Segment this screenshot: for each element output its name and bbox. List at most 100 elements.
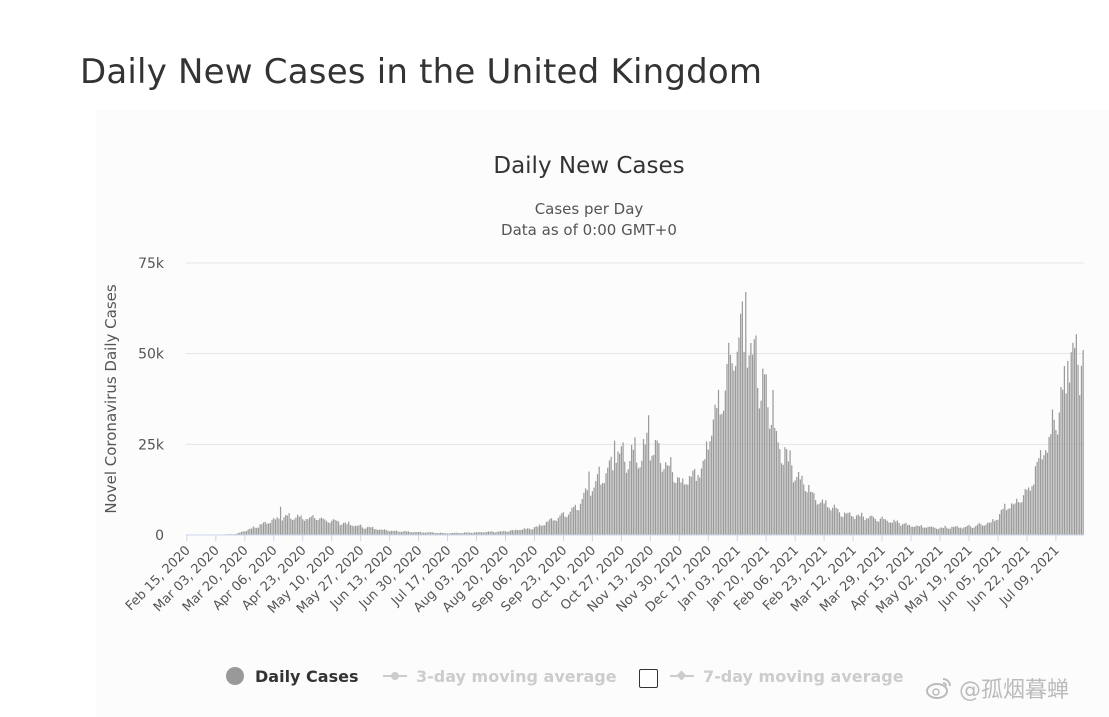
bar[interactable]	[463, 532, 466, 535]
bar[interactable]	[297, 514, 299, 535]
bar[interactable]	[901, 524, 904, 535]
bar[interactable]	[428, 532, 430, 535]
bar[interactable]	[722, 410, 725, 535]
bar[interactable]	[964, 526, 967, 535]
bar[interactable]	[750, 343, 752, 535]
bar[interactable]	[262, 522, 265, 535]
bar[interactable]	[702, 460, 704, 535]
bar[interactable]	[334, 519, 336, 535]
bar[interactable]	[850, 515, 853, 535]
bar[interactable]	[332, 519, 335, 535]
bar[interactable]	[803, 484, 805, 536]
bar[interactable]	[842, 517, 844, 535]
bar[interactable]	[366, 527, 369, 535]
bar[interactable]	[622, 442, 624, 535]
bar[interactable]	[779, 449, 781, 535]
bar[interactable]	[1056, 434, 1059, 535]
bar[interactable]	[595, 481, 597, 535]
bar[interactable]	[1055, 430, 1057, 535]
bar[interactable]	[809, 491, 812, 535]
bar[interactable]	[266, 523, 268, 535]
bar[interactable]	[302, 519, 304, 535]
bar[interactable]	[552, 520, 554, 535]
bar[interactable]	[649, 460, 651, 535]
bar[interactable]	[378, 529, 381, 535]
bar[interactable]	[1022, 495, 1025, 535]
bar[interactable]	[975, 525, 977, 535]
bar[interactable]	[1016, 498, 1018, 535]
bar[interactable]	[383, 529, 386, 535]
bar[interactable]	[450, 533, 452, 535]
bar[interactable]	[596, 474, 599, 535]
bar[interactable]	[354, 525, 357, 535]
bar[interactable]	[406, 531, 408, 535]
bar[interactable]	[947, 528, 950, 535]
bar[interactable]	[707, 449, 709, 535]
bar[interactable]	[772, 389, 774, 535]
bar[interactable]	[678, 477, 680, 535]
bar[interactable]	[733, 370, 735, 535]
legend-item-3-day-average[interactable]: 3-day moving average	[383, 664, 617, 688]
bar[interactable]	[293, 519, 295, 535]
bar[interactable]	[763, 374, 766, 535]
bar[interactable]	[1043, 455, 1045, 535]
bar[interactable]	[438, 533, 440, 535]
bar[interactable]	[731, 363, 733, 535]
bar[interactable]	[745, 292, 747, 535]
bar[interactable]	[775, 430, 778, 535]
bar[interactable]	[314, 518, 316, 535]
bar[interactable]	[758, 408, 761, 535]
bar[interactable]	[458, 533, 461, 535]
bar[interactable]	[617, 451, 619, 535]
bar[interactable]	[949, 528, 951, 535]
bar[interactable]	[590, 495, 592, 535]
bar[interactable]	[556, 521, 558, 535]
bar[interactable]	[959, 527, 962, 535]
bar[interactable]	[999, 513, 1001, 535]
bar[interactable]	[913, 526, 916, 535]
bar[interactable]	[1009, 508, 1011, 535]
bar[interactable]	[285, 514, 287, 535]
bar[interactable]	[704, 459, 706, 535]
bar[interactable]	[787, 461, 789, 535]
bar[interactable]	[746, 367, 749, 535]
bar[interactable]	[1053, 419, 1055, 535]
bar[interactable]	[1039, 450, 1042, 535]
bar[interactable]	[941, 527, 943, 535]
bar[interactable]	[816, 504, 818, 535]
bar[interactable]	[506, 531, 508, 535]
bar[interactable]	[646, 432, 648, 535]
bar[interactable]	[1033, 484, 1035, 535]
bar[interactable]	[440, 532, 442, 535]
bar[interactable]	[603, 483, 605, 535]
bar[interactable]	[602, 482, 604, 535]
bar[interactable]	[792, 482, 795, 535]
bar[interactable]	[1051, 409, 1054, 535]
bar[interactable]	[980, 524, 982, 535]
bar[interactable]	[988, 522, 991, 535]
bar[interactable]	[404, 530, 406, 535]
bar[interactable]	[687, 484, 689, 535]
bar[interactable]	[389, 531, 391, 535]
bar[interactable]	[1050, 434, 1052, 535]
bar[interactable]	[637, 468, 640, 535]
bar[interactable]	[1031, 486, 1033, 535]
bar[interactable]	[636, 462, 638, 535]
bar[interactable]	[307, 519, 309, 535]
bar[interactable]	[264, 521, 266, 535]
bar[interactable]	[504, 531, 507, 535]
bar[interactable]	[847, 512, 849, 535]
bar[interactable]	[510, 530, 512, 535]
bar[interactable]	[743, 351, 745, 535]
bar[interactable]	[985, 524, 987, 535]
bar[interactable]	[993, 521, 996, 535]
bar[interactable]	[1065, 393, 1067, 536]
bar[interactable]	[876, 521, 878, 535]
bar[interactable]	[247, 529, 249, 535]
bar[interactable]	[777, 442, 779, 535]
bar[interactable]	[668, 465, 670, 535]
bar[interactable]	[290, 518, 292, 535]
bar[interactable]	[709, 441, 711, 535]
bar[interactable]	[675, 483, 677, 535]
bar[interactable]	[371, 526, 374, 535]
